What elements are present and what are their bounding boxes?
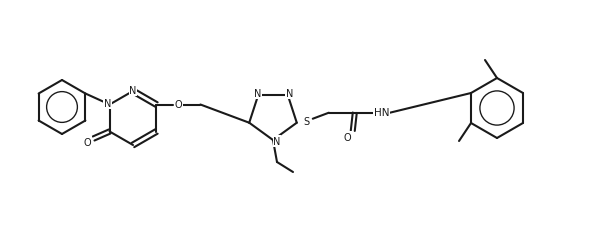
Text: O: O	[344, 132, 352, 142]
Text: N: N	[274, 136, 281, 146]
Text: S: S	[304, 116, 310, 126]
Text: N: N	[104, 99, 111, 109]
Text: O: O	[84, 137, 91, 147]
Text: O: O	[175, 100, 182, 110]
Text: N: N	[253, 88, 261, 98]
Text: N: N	[286, 88, 294, 98]
Text: N: N	[129, 86, 137, 96]
Text: HN: HN	[374, 107, 390, 117]
